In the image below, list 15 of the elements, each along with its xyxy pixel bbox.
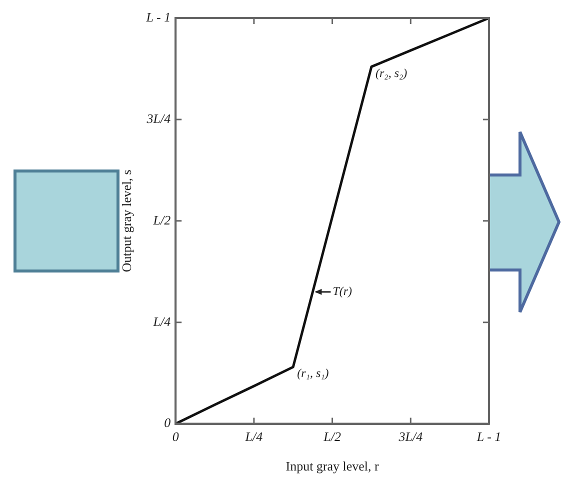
annotation: (r₁, s₁) xyxy=(297,366,329,380)
annotation: (r₂, s₂) xyxy=(375,66,408,80)
text: L/4 xyxy=(152,314,172,329)
x-tick-label: L - 1 xyxy=(476,429,502,444)
x-tick-label: L/2 xyxy=(322,429,342,444)
text: L - 1 xyxy=(145,9,171,24)
text: 3L/4 xyxy=(146,110,172,126)
x-axis-title: Input gray level, r xyxy=(286,458,380,474)
text: 0 xyxy=(164,415,172,430)
x-tick-label: 0 xyxy=(172,429,180,444)
x-tick-label: L/4 xyxy=(244,429,264,444)
text: L/2 xyxy=(152,212,172,228)
annotation: T(r) xyxy=(332,284,352,298)
x-tick-label: 3L/4 xyxy=(398,429,424,444)
y-axis-title: Output gray level, s xyxy=(119,170,134,272)
